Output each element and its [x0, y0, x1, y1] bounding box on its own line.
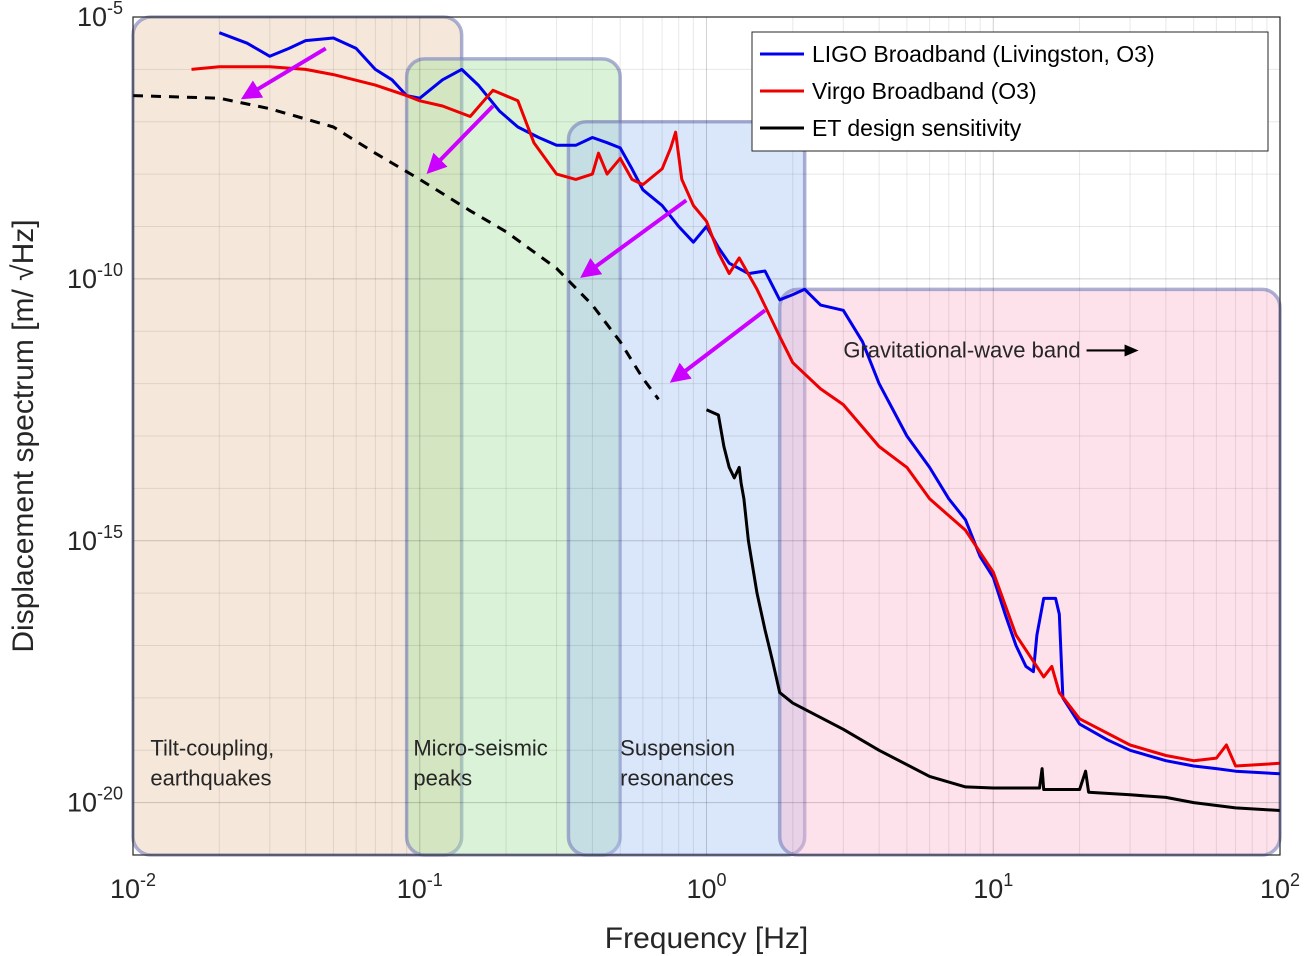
band-label-line: Micro-seismic: [413, 735, 547, 760]
arrows: [240, 46, 767, 383]
gw-band-label: Gravitational-wave band: [843, 337, 1080, 362]
band-label-line: Suspension: [620, 735, 735, 760]
legend-box: [751, 31, 1269, 152]
x-axis-title: Frequency [Hz]: [605, 922, 808, 955]
legend: LIGO Broadband (Livingston, O3) Virgo Bro…: [751, 31, 1269, 152]
x-tick-exponent: 0: [717, 870, 727, 890]
magenta-arrow-2: [580, 198, 688, 278]
plot-frame: [132, 16, 1281, 856]
series-line-1: [191, 65, 1281, 768]
x-tick-exponent: -2: [140, 870, 156, 890]
band-label-line: earthquakes: [150, 765, 271, 790]
gw-arrow-head: [1124, 344, 1139, 357]
legend-label: ET design sensitivity: [812, 115, 1022, 141]
y-tick-exponent: -10: [97, 260, 123, 280]
band-rect-3: [777, 287, 1282, 857]
x-tick-label: 101: [973, 870, 1013, 904]
x-tick-label: 100: [686, 870, 726, 904]
series-line-2: [705, 408, 1281, 812]
series-line-3: [132, 94, 660, 401]
y-tick-label: 10-5: [77, 0, 123, 32]
grid: [133, 17, 1280, 855]
band-label-line: Tilt-coupling,: [150, 735, 274, 760]
x-tick-label: 10-2: [110, 870, 156, 904]
x-tick-label: 10-1: [397, 870, 443, 904]
y-tick-exponent: -5: [107, 0, 123, 18]
y-tick-exponent: -20: [97, 784, 123, 804]
y-tick-exponent: -15: [97, 522, 123, 542]
x-tick-exponent: 2: [1290, 870, 1300, 890]
frequency-bands: [131, 15, 1282, 857]
y-tick-label: 10-10: [67, 260, 123, 294]
y-tick-label: 10-20: [67, 784, 123, 818]
y-tick-label: 10-15: [67, 522, 123, 556]
y-axis-title: Displacement spectrum [m/ √Hz]: [7, 219, 40, 652]
band-label-line: peaks: [413, 765, 472, 790]
band-labels: Tilt-coupling, earthquakes Micro-seismic pe…: [150, 337, 1139, 790]
magenta-arrow-3: [669, 308, 767, 383]
x-tick-label: 102: [1260, 870, 1300, 904]
x-tick-exponent: -1: [427, 870, 443, 890]
legend-label: Virgo Broadband (O3): [812, 78, 1037, 104]
magenta-arrow-0: [240, 46, 327, 100]
x-tick-exponent: 1: [1003, 870, 1013, 890]
data-series: [132, 31, 1281, 812]
band-label-line: resonances: [620, 765, 734, 790]
legend-label: LIGO Broadband (Livingston, O3): [812, 41, 1155, 67]
series-line-0: [218, 31, 1281, 776]
magenta-arrow-1: [426, 104, 495, 175]
